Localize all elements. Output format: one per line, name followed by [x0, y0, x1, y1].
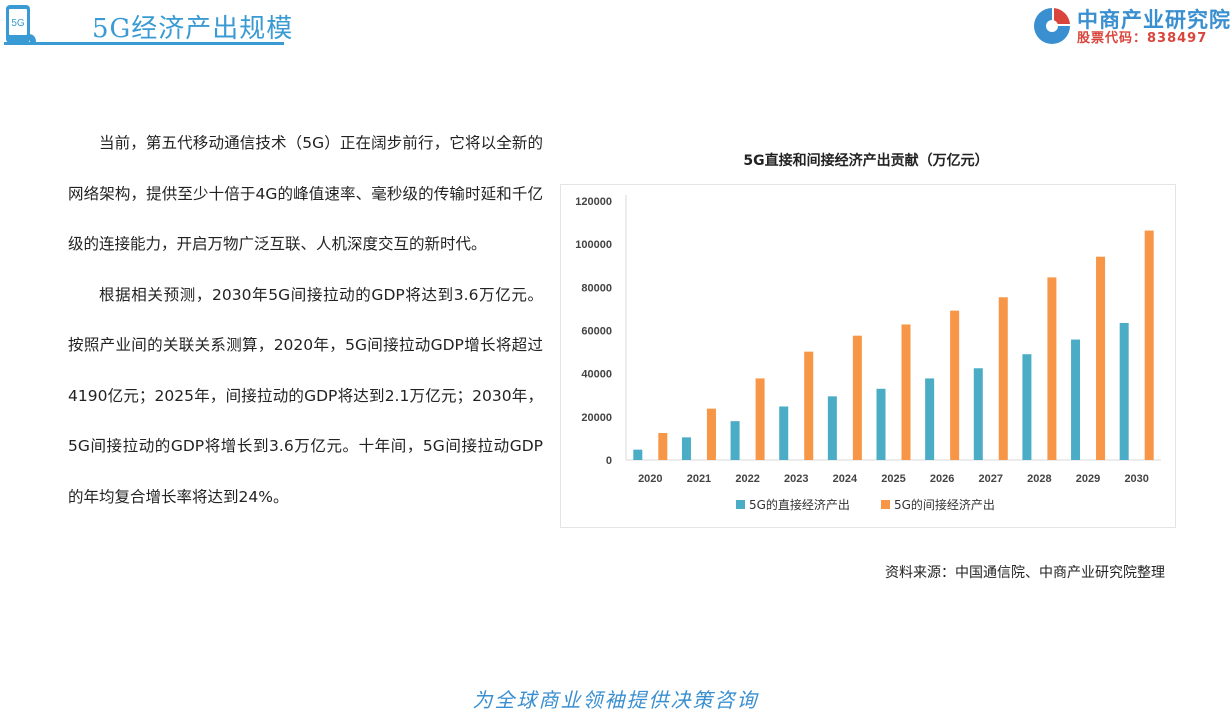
bar-direct — [779, 406, 789, 460]
bar-indirect — [706, 408, 716, 460]
chart-container: 0 20000 40000 60000 80000 100000 120000 2020 202… — [560, 184, 1176, 528]
x-tick-label: 2025 — [881, 473, 905, 485]
phone-5g-icon: 5G — [6, 5, 36, 43]
page-title: 5G经济产出规模 — [92, 14, 294, 44]
bar-direct — [1071, 339, 1081, 460]
article-body: 当前，第五代移动通信技术（5G）正在阔步前行，它将以全新的网络架构，提供至少十倍… — [68, 118, 543, 522]
bar-indirect — [804, 351, 814, 460]
bar-indirect — [901, 324, 911, 460]
legend-swatch — [881, 500, 890, 509]
bar-direct — [1022, 354, 1032, 460]
x-tick-label: 2022 — [735, 473, 759, 485]
logo-5g-text: 5G — [11, 18, 25, 29]
x-tick-label: 2021 — [687, 473, 711, 485]
article-paragraph: 当前，第五代移动通信技术（5G）正在阔步前行，它将以全新的网络架构，提供至少十倍… — [68, 134, 543, 253]
y-tick-label: 120000 — [575, 196, 612, 208]
article-paragraph: 根据相关预测，2030年5G间接拉动的GDP将达到3.6万亿元。按照产业间的关联… — [68, 285, 543, 506]
legend-label: 5G的直接经济产出 — [749, 497, 850, 512]
legend-swatch — [736, 500, 745, 509]
x-tick-label: 2027 — [979, 473, 1003, 485]
bar-direct — [681, 437, 691, 460]
bar-indirect — [950, 310, 960, 460]
bar-direct — [973, 368, 983, 460]
x-tick-label: 2024 — [833, 473, 858, 485]
bar-direct — [827, 396, 837, 460]
bar-indirect — [998, 297, 1008, 460]
bar-direct — [1119, 322, 1129, 460]
legend-label: 5G的间接经济产出 — [894, 497, 995, 512]
y-tick-label: 40000 — [581, 369, 612, 381]
x-tick-label: 2028 — [1027, 473, 1051, 485]
y-tick-label: 20000 — [581, 412, 612, 424]
x-tick-label: 2030 — [1124, 473, 1148, 485]
x-tick-label: 2026 — [930, 473, 954, 485]
bar-indirect — [658, 433, 668, 460]
y-tick-label: 0 — [606, 455, 612, 467]
bar-indirect — [755, 378, 765, 460]
y-tick-label: 100000 — [575, 239, 612, 251]
bar-direct — [876, 388, 886, 460]
brand-stock-code: 股票代码：838497 — [1077, 31, 1208, 46]
x-tick-label: 2029 — [1076, 473, 1100, 485]
y-tick-label: 60000 — [581, 326, 612, 338]
bar-indirect — [1096, 256, 1106, 460]
footer-slogan: 为全球商业领袖提供决策咨询 — [472, 688, 759, 712]
y-tick-label: 80000 — [581, 282, 612, 294]
x-tick-label: 2020 — [638, 473, 662, 485]
bar-indirect — [1047, 277, 1057, 460]
bar-direct — [633, 449, 643, 460]
bar-direct — [730, 421, 740, 460]
bar-indirect — [852, 335, 862, 460]
title-underline — [4, 42, 284, 45]
brand-name: 中商产业研究院 — [1077, 8, 1231, 32]
bar-direct — [925, 378, 935, 460]
chart-title: 5G直接和间接经济产出贡献（万亿元） — [743, 153, 989, 169]
source-note: 资料来源：中国通信院、中商产业研究院整理 — [885, 565, 1165, 581]
bar-indirect — [1144, 230, 1154, 460]
brand-logo-icon — [1034, 8, 1070, 44]
x-tick-label: 2023 — [784, 473, 808, 485]
bar-chart: 0 20000 40000 60000 80000 100000 120000 2020 202… — [575, 195, 1161, 512]
